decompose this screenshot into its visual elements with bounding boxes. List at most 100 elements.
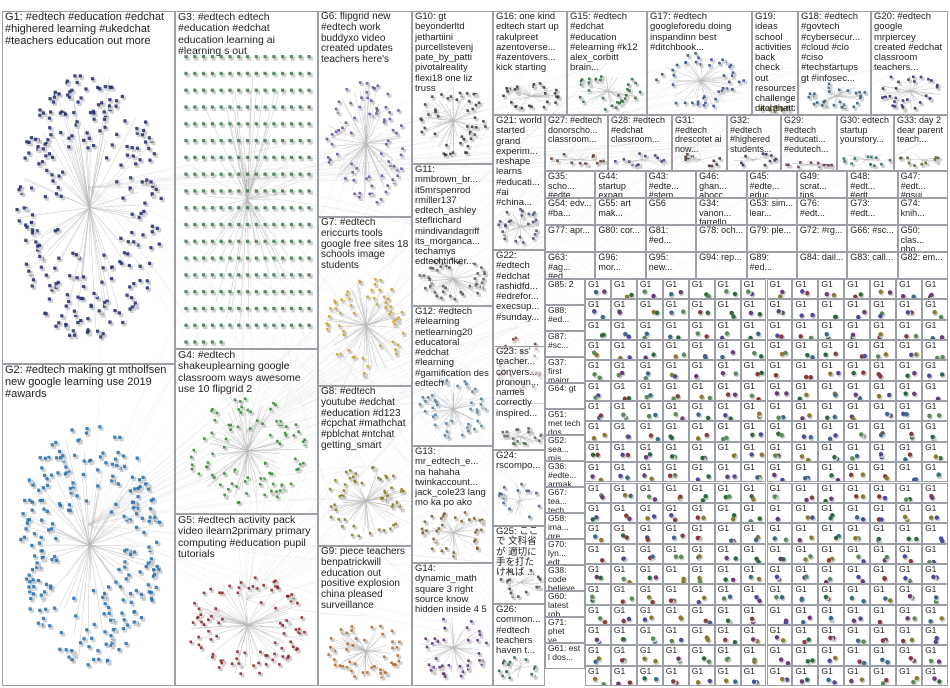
node-shadow (152, 498, 157, 504)
node-shadow (102, 267, 107, 272)
node (121, 454, 126, 458)
node (201, 256, 206, 260)
node (237, 306, 241, 311)
node (396, 318, 399, 321)
node (201, 122, 206, 126)
edge (229, 450, 248, 459)
node-shadow (238, 308, 243, 313)
node-shadow (387, 495, 391, 500)
node-shadow (517, 89, 521, 94)
node-shadow (109, 109, 114, 114)
node-shadow (114, 310, 119, 315)
edge (89, 512, 112, 546)
node (360, 96, 363, 99)
node (27, 269, 31, 273)
node-shadow (185, 140, 190, 145)
node (74, 123, 78, 127)
node (201, 71, 206, 76)
node-shadow (626, 95, 630, 99)
node (41, 486, 45, 490)
edge (89, 525, 122, 546)
node-shadow (147, 584, 153, 589)
node-shadow (247, 140, 252, 145)
edge (77, 142, 90, 208)
node (58, 647, 62, 651)
node-shadow (902, 100, 907, 105)
node-shadow (185, 106, 190, 112)
edge (519, 574, 526, 583)
node-shadow (360, 82, 364, 87)
node-shadow (194, 173, 199, 179)
node (352, 524, 356, 528)
node-shadow (460, 143, 465, 147)
node-shadow (475, 532, 479, 536)
node-shadow (346, 667, 351, 671)
node-shadow (371, 186, 376, 190)
node (337, 517, 340, 521)
node (508, 578, 512, 581)
edge (216, 450, 248, 455)
node-shadow (839, 102, 844, 106)
edge (453, 532, 461, 535)
node (212, 476, 216, 479)
node-shadow (441, 550, 446, 555)
edge (607, 78, 617, 92)
node (71, 251, 75, 255)
node-shadow (104, 603, 109, 608)
node (375, 109, 379, 112)
node-shadow (51, 444, 57, 449)
node (336, 152, 339, 156)
node (354, 637, 358, 640)
edge (40, 207, 90, 239)
node-shadow (477, 640, 482, 644)
node (510, 101, 513, 104)
node-shadow (503, 495, 508, 499)
node-shadow (88, 138, 94, 143)
node-shadow (551, 158, 555, 163)
node-shadow (279, 664, 283, 669)
node-shadow (370, 533, 374, 537)
node (149, 180, 153, 184)
small-group: G44: startup expan... (595, 171, 646, 198)
node-shadow (255, 207, 261, 212)
node (480, 663, 484, 666)
node-shadow (431, 283, 436, 287)
node-shadow (436, 531, 441, 535)
node (775, 106, 778, 109)
node-shadow (533, 86, 538, 91)
node-shadow (245, 398, 249, 403)
node (374, 277, 377, 281)
node-shadow (374, 284, 379, 288)
node (30, 228, 35, 232)
edge (247, 613, 288, 626)
node (307, 273, 311, 277)
node (149, 245, 153, 250)
node (36, 144, 40, 149)
node (603, 108, 607, 111)
node-shadow (147, 562, 152, 568)
node-shadow (515, 241, 520, 245)
node (67, 655, 71, 659)
node-shadow (595, 78, 600, 83)
edge (803, 164, 811, 167)
node (599, 75, 603, 78)
node-shadow (507, 580, 512, 585)
node-shadow (69, 335, 74, 340)
node-shadow (914, 108, 919, 112)
node (742, 79, 745, 82)
node-shadow (347, 291, 352, 296)
node-shadow (504, 487, 508, 492)
node (360, 481, 364, 485)
node (421, 531, 425, 534)
node (236, 425, 240, 429)
edge (217, 450, 248, 456)
node-shadow (425, 288, 429, 292)
node (533, 233, 537, 236)
node (97, 309, 101, 313)
node-shadow (247, 325, 252, 330)
small-group: G54: edv... #ba... (545, 198, 596, 225)
edge (343, 633, 367, 652)
edge (89, 207, 128, 268)
node (504, 224, 507, 228)
node-shadow (290, 601, 295, 605)
